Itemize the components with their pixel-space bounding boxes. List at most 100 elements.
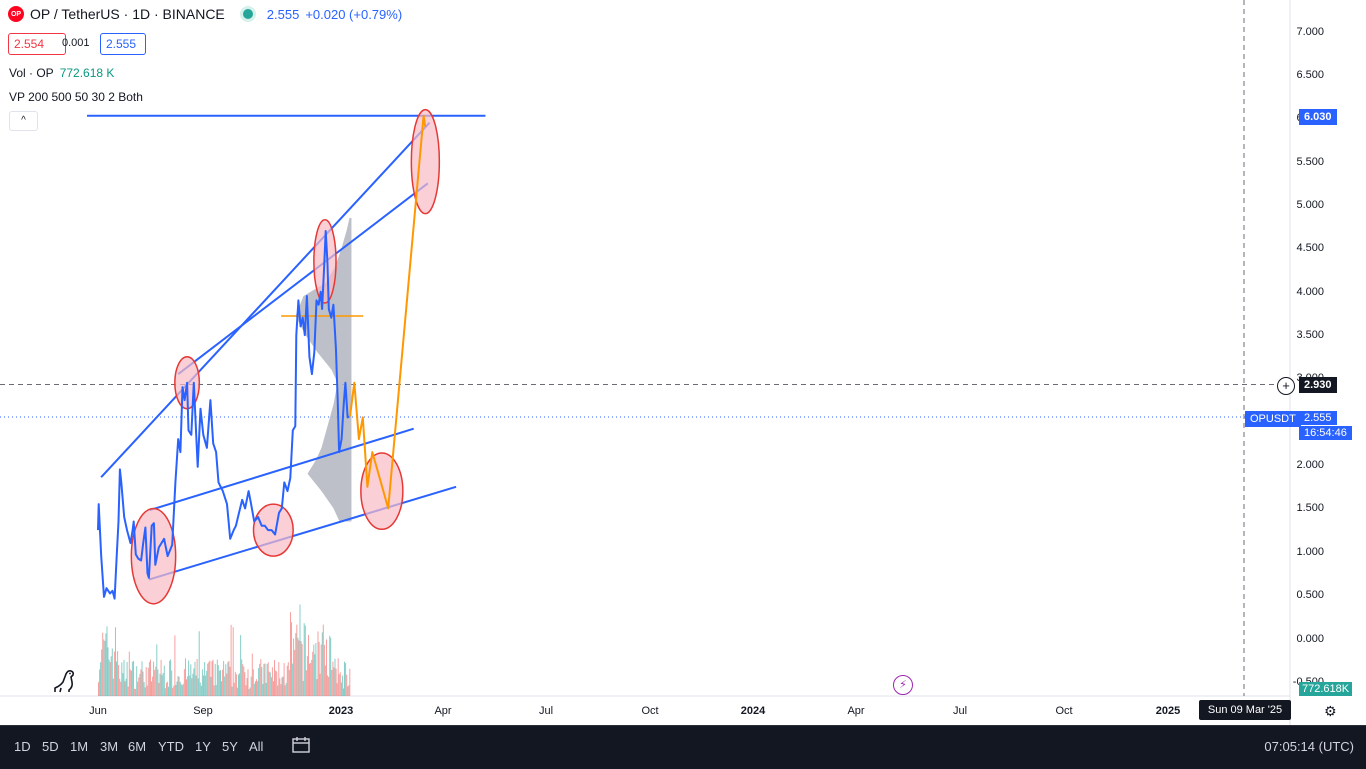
volume-bar: [116, 661, 117, 696]
symbol-header[interactable]: OP OP / TetherUS · 1D · BINANCE 2.555 +0…: [8, 6, 402, 22]
volume-bar: [339, 672, 341, 696]
settings-gear-icon[interactable]: ⚙: [1324, 703, 1337, 719]
volume-bar: [225, 664, 227, 696]
volume-bar: [270, 677, 272, 696]
highlight-zone: [360, 452, 404, 531]
volume-bar: [127, 686, 129, 696]
tradingview-logo-icon: [54, 670, 75, 693]
volume-bar: [318, 641, 320, 696]
calendar-range-icon[interactable]: [292, 737, 310, 757]
price-axis-label: 4.000: [1296, 285, 1324, 298]
add-alert-icon[interactable]: +: [1277, 377, 1295, 395]
highlight-zone: [130, 507, 177, 605]
price-axis-label: 5.500: [1296, 155, 1324, 168]
timeframe-button[interactable]: 6M: [128, 739, 147, 754]
volume-bar: [155, 666, 157, 696]
volume-bar: [235, 674, 237, 696]
timeframe-button[interactable]: 1D: [14, 739, 31, 754]
buy-price-button[interactable]: 2.555: [100, 33, 146, 55]
volume-bar: [176, 681, 178, 696]
volume-bar: [130, 670, 132, 696]
volume-bar: [276, 671, 278, 696]
volume-bar: [142, 671, 144, 696]
collapse-legend-button[interactable]: ^: [9, 111, 38, 131]
volume-bar: [200, 685, 202, 696]
volume-bar: [301, 644, 303, 696]
market-status-icon[interactable]: [242, 9, 253, 19]
volume-bar: [183, 669, 185, 696]
volume-bar: [178, 676, 180, 696]
volume-bar: [258, 668, 260, 696]
volume-bar: [222, 669, 224, 696]
volume-bar: [282, 676, 284, 696]
trend-line: [148, 485, 457, 581]
volume-bar: [101, 649, 103, 696]
volume-bar: [266, 664, 268, 696]
lightning-icon[interactable]: ⚡: [893, 675, 913, 695]
timeframe-button[interactable]: 5D: [42, 739, 59, 754]
volume-bar: [170, 659, 172, 696]
last-price: 2.555: [266, 6, 300, 22]
timeframe-button[interactable]: YTD: [158, 739, 184, 754]
volume-bar: [333, 667, 335, 696]
volume-bar: [294, 649, 296, 696]
volume-bar: [283, 663, 285, 696]
timeframe-button[interactable]: 1Y: [195, 739, 211, 754]
volume-bar: [102, 632, 104, 696]
volume-bar: [162, 672, 164, 696]
volume-bar: [304, 625, 306, 696]
volume-bar: [238, 674, 239, 696]
time-axis-label: 2024: [740, 705, 766, 717]
volume-bar: [336, 683, 338, 696]
volume-bar: [154, 669, 156, 696]
timeframe-button[interactable]: All: [249, 739, 264, 754]
volume-bar: [194, 661, 196, 696]
symbol-title[interactable]: OP / TetherUS · 1D · BINANCE: [30, 6, 225, 22]
sell-price-button[interactable]: 2.554: [8, 33, 66, 55]
timeframe-button[interactable]: 1M: [70, 739, 89, 754]
volume-bar: [128, 651, 130, 696]
volume-bar: [249, 687, 251, 696]
volume-profile-legend[interactable]: VP 200 500 50 30 2 Both: [9, 90, 143, 104]
volume-bar: [111, 648, 113, 696]
crosshair-date-label: Sun 09 Mar '25: [1199, 700, 1291, 720]
volume-bar: [196, 659, 198, 696]
volume-bar: [239, 673, 240, 696]
volume-bar: [103, 639, 105, 696]
price-axis-label: 1.000: [1296, 545, 1324, 558]
volume-bar: [171, 670, 173, 696]
volume-bar: [348, 685, 350, 696]
volume-bar: [250, 676, 252, 696]
volume-bar: [185, 658, 186, 696]
volume-bar: [192, 673, 194, 696]
volume-bar: [275, 670, 277, 696]
volume-bar: [295, 633, 297, 696]
timeframe-button[interactable]: 5Y: [222, 739, 238, 754]
volume-bar: [187, 676, 189, 696]
volume-bar: [298, 640, 300, 696]
price-chart[interactable]: [0, 0, 1366, 725]
timeframe-button[interactable]: 3M: [100, 739, 119, 754]
utc-clock[interactable]: 07:05:14 (UTC): [1264, 739, 1354, 754]
volume-bar: [213, 685, 215, 696]
volume-bar: [186, 679, 187, 696]
volume-bar: [215, 685, 217, 696]
volume-bar: [174, 635, 176, 696]
volume-indicator-legend[interactable]: Vol · OP 772.618 K: [9, 66, 114, 80]
volume-bar: [121, 662, 123, 696]
volume-bar: [228, 661, 230, 696]
volume-bar: [245, 685, 247, 696]
price-axis-label: 3.500: [1296, 329, 1324, 342]
volume-bar: [189, 675, 191, 696]
volume-bar: [315, 643, 317, 696]
volume-profile: [295, 218, 352, 522]
volume-bar: [163, 665, 165, 696]
price-axis-label: 0.000: [1296, 632, 1324, 645]
volume-bar: [284, 685, 286, 696]
volume-bar: [312, 651, 314, 696]
volume-bar: [287, 662, 289, 696]
volume-bar: [305, 670, 307, 696]
volume-bar: [324, 665, 326, 696]
volume-bar: [341, 675, 343, 696]
volume-bar: [329, 635, 331, 696]
